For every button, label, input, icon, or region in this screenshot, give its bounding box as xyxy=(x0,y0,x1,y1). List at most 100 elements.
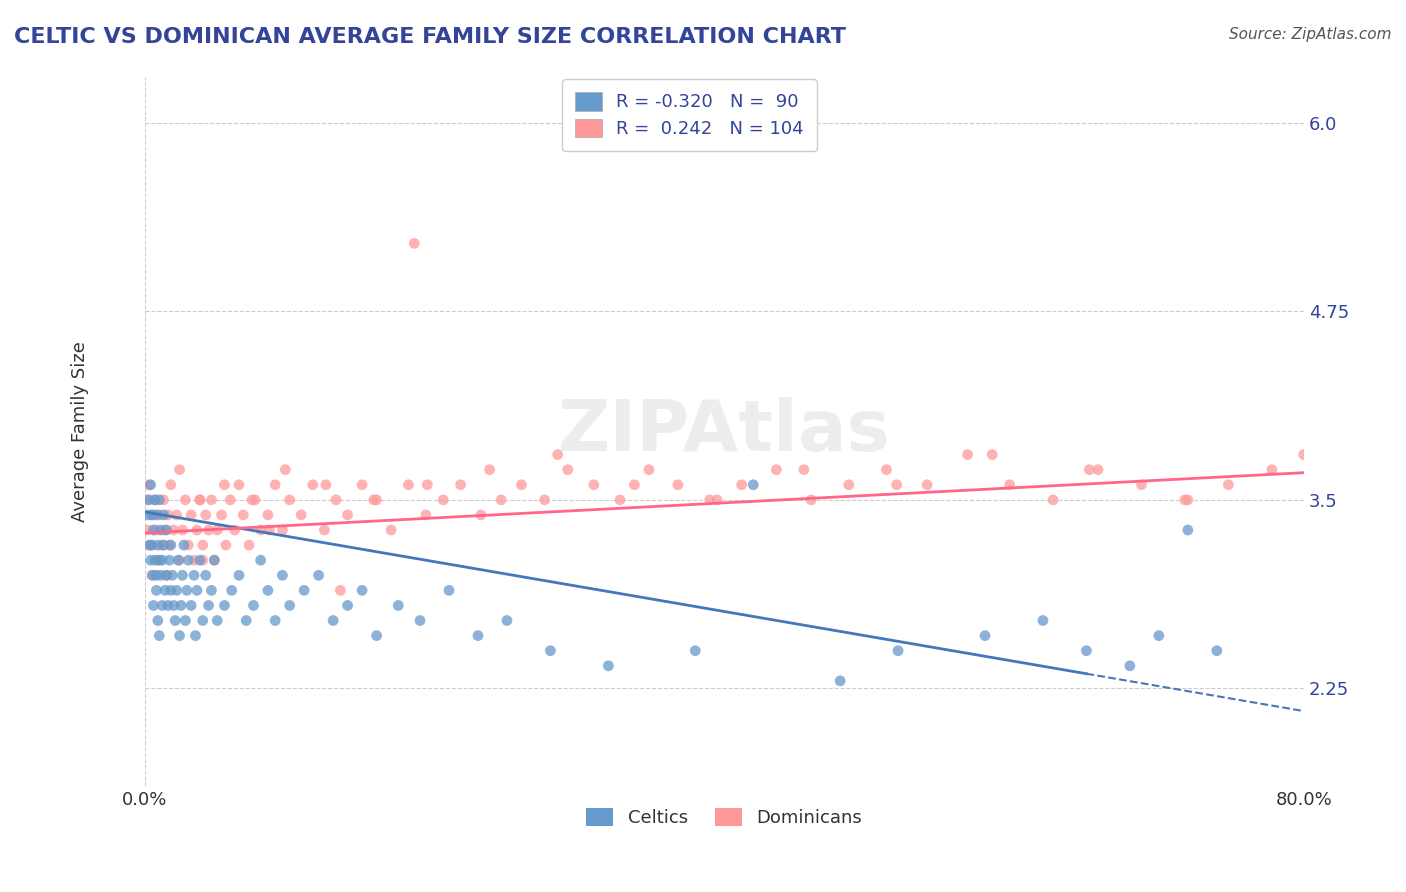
Point xyxy=(177,553,200,567)
Point xyxy=(207,614,229,628)
Point xyxy=(730,477,752,491)
Point xyxy=(136,523,159,537)
Point xyxy=(838,477,860,491)
Point xyxy=(1130,477,1153,491)
Point xyxy=(278,599,301,613)
Point xyxy=(194,508,217,522)
Point xyxy=(249,523,271,537)
Point xyxy=(257,583,280,598)
Legend: Celtics, Dominicans: Celtics, Dominicans xyxy=(579,800,869,834)
Point xyxy=(202,553,225,567)
Point xyxy=(314,523,336,537)
Point xyxy=(956,448,979,462)
Point xyxy=(489,492,512,507)
Point xyxy=(160,538,183,552)
Point xyxy=(176,583,198,598)
Point xyxy=(228,568,250,582)
Point xyxy=(1087,463,1109,477)
Point xyxy=(157,553,180,567)
Point xyxy=(887,643,910,657)
Point xyxy=(1076,643,1098,657)
Point xyxy=(1261,463,1284,477)
Point xyxy=(315,477,337,491)
Point xyxy=(699,492,721,507)
Point xyxy=(1119,658,1142,673)
Point xyxy=(582,477,605,491)
Point xyxy=(259,523,281,537)
Point xyxy=(177,538,200,552)
Point xyxy=(363,492,385,507)
Point xyxy=(163,523,186,537)
Point xyxy=(174,492,197,507)
Point xyxy=(172,568,194,582)
Point xyxy=(416,477,439,491)
Point xyxy=(336,508,359,522)
Point xyxy=(188,492,211,507)
Point xyxy=(290,508,312,522)
Point xyxy=(186,583,208,598)
Point xyxy=(156,599,179,613)
Point xyxy=(138,492,160,507)
Point xyxy=(215,538,238,552)
Point xyxy=(329,583,352,598)
Point xyxy=(211,508,233,522)
Point xyxy=(200,492,222,507)
Point xyxy=(172,523,194,537)
Point xyxy=(148,508,170,522)
Point xyxy=(765,463,787,477)
Point xyxy=(162,568,184,582)
Point xyxy=(1042,492,1064,507)
Point xyxy=(274,463,297,477)
Point xyxy=(167,553,190,567)
Point xyxy=(437,583,460,598)
Point xyxy=(143,553,166,567)
Point xyxy=(915,477,938,491)
Point xyxy=(152,492,174,507)
Point xyxy=(145,523,167,537)
Point xyxy=(302,477,325,491)
Point xyxy=(146,614,169,628)
Point xyxy=(160,477,183,491)
Point xyxy=(238,538,260,552)
Point xyxy=(188,492,211,507)
Point xyxy=(219,492,242,507)
Point xyxy=(598,658,620,673)
Point xyxy=(155,568,177,582)
Point xyxy=(155,523,177,537)
Point xyxy=(742,477,765,491)
Point xyxy=(886,477,908,491)
Point xyxy=(166,508,188,522)
Point xyxy=(142,568,165,582)
Point xyxy=(1174,492,1197,507)
Point xyxy=(830,673,852,688)
Point xyxy=(141,568,163,582)
Point xyxy=(685,643,707,657)
Point xyxy=(186,523,208,537)
Point xyxy=(609,492,631,507)
Point xyxy=(547,448,569,462)
Point xyxy=(183,568,205,582)
Point xyxy=(155,568,177,582)
Point xyxy=(153,583,176,598)
Point xyxy=(470,508,492,522)
Point xyxy=(145,583,167,598)
Point xyxy=(322,614,344,628)
Point xyxy=(169,553,191,567)
Point xyxy=(467,629,489,643)
Point xyxy=(141,508,163,522)
Point xyxy=(141,538,163,552)
Point xyxy=(221,583,243,598)
Point xyxy=(557,463,579,477)
Point xyxy=(1218,477,1240,491)
Point xyxy=(623,477,645,491)
Point xyxy=(325,492,347,507)
Point xyxy=(169,629,191,643)
Text: CELTIC VS DOMINICAN AVERAGE FAMILY SIZE CORRELATION CHART: CELTIC VS DOMINICAN AVERAGE FAMILY SIZE … xyxy=(14,27,846,46)
Point xyxy=(292,583,315,598)
Point xyxy=(415,508,437,522)
Point xyxy=(138,538,160,552)
Point xyxy=(224,523,246,537)
Point xyxy=(139,538,162,552)
Point xyxy=(160,583,183,598)
Point xyxy=(387,599,409,613)
